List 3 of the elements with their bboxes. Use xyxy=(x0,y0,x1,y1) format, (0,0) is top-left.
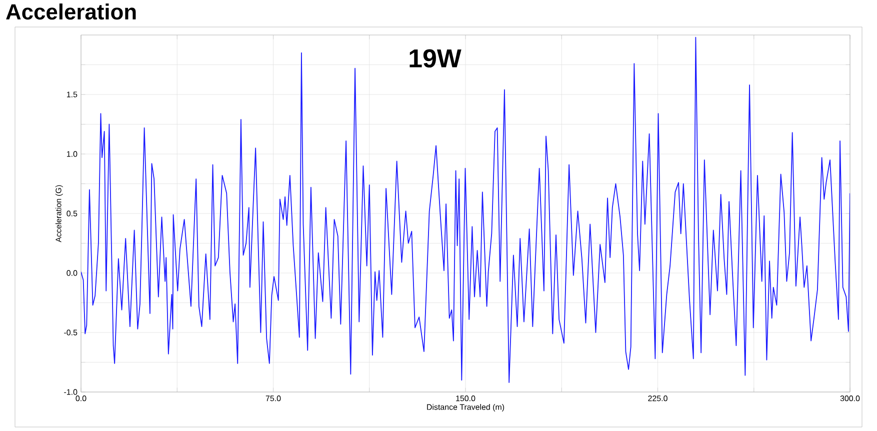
line-series xyxy=(81,36,850,383)
chart-title: Acceleration xyxy=(6,4,136,20)
annotation: 19W xyxy=(410,49,462,68)
